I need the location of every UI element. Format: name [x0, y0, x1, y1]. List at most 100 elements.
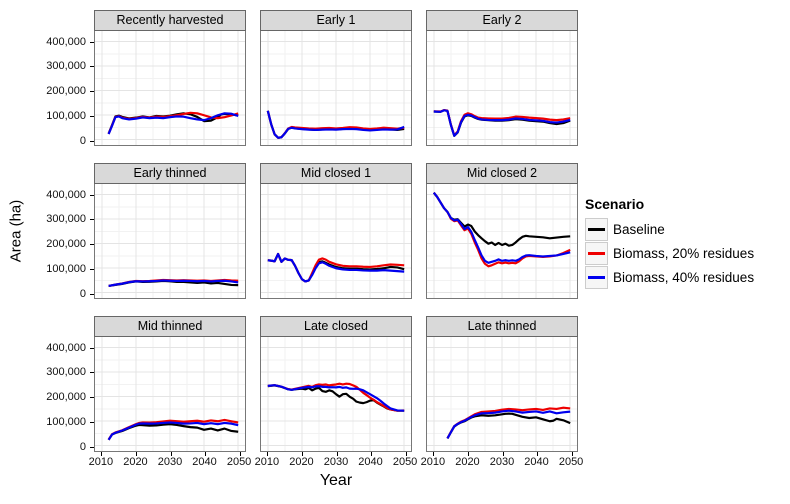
plot-area — [94, 184, 246, 299]
x-tick-label: 2040 — [192, 456, 217, 468]
facet-early-2: Early 2 — [426, 10, 578, 146]
y-tick-label: 100,000 — [46, 262, 86, 275]
y-tick-mark — [90, 397, 94, 399]
y-tick-label: 200,000 — [46, 238, 86, 251]
series-line-biomass40 — [266, 110, 405, 139]
y-tick-label: 200,000 — [46, 391, 86, 404]
x-label-spacer — [0, 456, 94, 471]
y-tick-label: 0 — [79, 440, 86, 453]
x-tick-mark — [467, 452, 469, 456]
x-tick-mark — [205, 452, 207, 456]
y-tick-label: 100,000 — [46, 109, 86, 122]
series-line-biomass40 — [107, 421, 239, 441]
x-tick-mark — [239, 452, 241, 456]
y-tick-mark — [90, 244, 94, 246]
x-tick-label: 2050 — [392, 456, 418, 468]
y-tick-label: 200,000 — [46, 85, 86, 98]
plot-area — [94, 337, 246, 456]
y-tick-mark — [90, 347, 94, 349]
legend-key-box — [585, 242, 608, 265]
x-tick-mark — [433, 452, 435, 456]
legend-item-biomass-20: Biomass, 20% residues — [585, 242, 785, 265]
x-tick-mark — [170, 452, 172, 456]
x-tick-mark — [502, 452, 504, 456]
panel-canvas — [261, 337, 411, 451]
panel-canvas — [95, 337, 245, 451]
x-tick-mark — [336, 452, 338, 456]
x-tick-cell: 2010 2020 2030 2040 2050 — [89, 456, 252, 471]
y-tick-label: 400,000 — [46, 35, 86, 48]
legend-title: Scenario — [585, 196, 645, 212]
y-tick-mark — [90, 66, 94, 68]
plot-area — [260, 337, 412, 456]
plot-area — [260, 31, 412, 146]
y-tick-mark — [90, 194, 94, 196]
facet-strip-title: Mid thinned — [94, 316, 246, 337]
series-line-biomass40 — [108, 279, 239, 287]
facet-grid: 0 100,000 200,000 300,000 400,000 Recently ha… — [0, 10, 578, 456]
x-tick-label: 2050 — [226, 456, 252, 468]
x-tick-label: 2020 — [289, 456, 314, 468]
facet-strip-title: Late closed — [260, 316, 412, 337]
series-line-biomass40 — [267, 384, 405, 412]
legend: Scenario Baseline Biomass, 20% residues … — [585, 196, 785, 290]
y-tick-label: 0 — [79, 287, 86, 300]
x-tick-label: 2030 — [489, 456, 515, 468]
x-tick-label: 2010 — [254, 456, 280, 468]
x-tick-label: 2020 — [455, 456, 480, 468]
facet-strip-title: Mid closed 2 — [426, 163, 578, 184]
series-line-biomass40 — [446, 409, 571, 439]
series-line-biomass40 — [267, 252, 405, 283]
legend-key-box — [585, 266, 608, 289]
facet-late-thinned: Late thinned — [426, 316, 578, 456]
panel-canvas — [95, 31, 245, 145]
y-tick-label: 400,000 — [46, 188, 86, 201]
y-tick-mark — [90, 293, 94, 295]
y-axis-gutter: 0 100,000 200,000 300,000 400,000 — [0, 316, 94, 453]
plot-area — [426, 31, 578, 146]
y-tick-mark — [90, 91, 94, 93]
y-axis-gutter: 0 100,000 200,000 300,000 400,000 — [0, 10, 94, 147]
biomass20-line-swatch — [588, 252, 605, 255]
plot-area — [426, 337, 578, 456]
y-tick-mark — [90, 219, 94, 221]
legend-item-biomass-40: Biomass, 40% residues — [585, 266, 785, 289]
x-tick-label: 2010 — [88, 456, 114, 468]
x-axis-title: Year — [319, 472, 353, 489]
panel-canvas — [427, 184, 577, 298]
x-tick-label: 2020 — [123, 456, 148, 468]
legend-label-biomass-40: Biomass, 40% residues — [613, 270, 755, 285]
plot-area — [426, 184, 578, 299]
panel-canvas — [261, 31, 411, 145]
facet-early-thinned: Early thinned — [94, 163, 246, 299]
facet-row-2: 0 100,000 200,000 300,000 400,000 Early thinn… — [0, 163, 578, 300]
facet-strip-title: Early 2 — [426, 10, 578, 31]
x-tick-mark — [371, 452, 373, 456]
x-tick-label: 2040 — [358, 456, 383, 468]
legend-label-biomass-20: Biomass, 20% residues — [613, 246, 755, 261]
facet-strip-title: Early 1 — [260, 10, 412, 31]
x-tick-label: 2030 — [323, 456, 349, 468]
facet-row-1: 0 100,000 200,000 300,000 400,000 Recently ha… — [0, 10, 578, 147]
x-tick-cell: 2010 2020 2030 2040 2050 — [255, 456, 418, 471]
x-tick-mark — [267, 452, 269, 456]
biomass40-line-swatch — [588, 276, 605, 279]
facet-strip-title: Recently harvested — [94, 10, 246, 31]
legend-key-box — [585, 218, 608, 241]
y-tick-mark — [90, 372, 94, 374]
x-tick-mark — [405, 452, 407, 456]
panel-canvas — [427, 337, 577, 451]
y-axis-gutter: 0 100,000 200,000 300,000 400,000 — [0, 163, 94, 300]
series-line-biomass40 — [107, 112, 239, 135]
y-tick-label: 300,000 — [46, 60, 86, 73]
y-tick-mark — [90, 115, 94, 117]
x-tick-mark — [301, 452, 303, 456]
series-line-biomass40 — [433, 109, 571, 137]
y-tick-mark — [90, 268, 94, 270]
facet-row-3: 0 100,000 200,000 300,000 400,000 Mid thinned… — [0, 316, 578, 456]
y-tick-label: 300,000 — [46, 366, 86, 379]
y-tick-label: 300,000 — [46, 213, 86, 226]
x-tick-mark — [537, 452, 539, 456]
facet-mid-closed-2: Mid closed 2 — [426, 163, 578, 299]
